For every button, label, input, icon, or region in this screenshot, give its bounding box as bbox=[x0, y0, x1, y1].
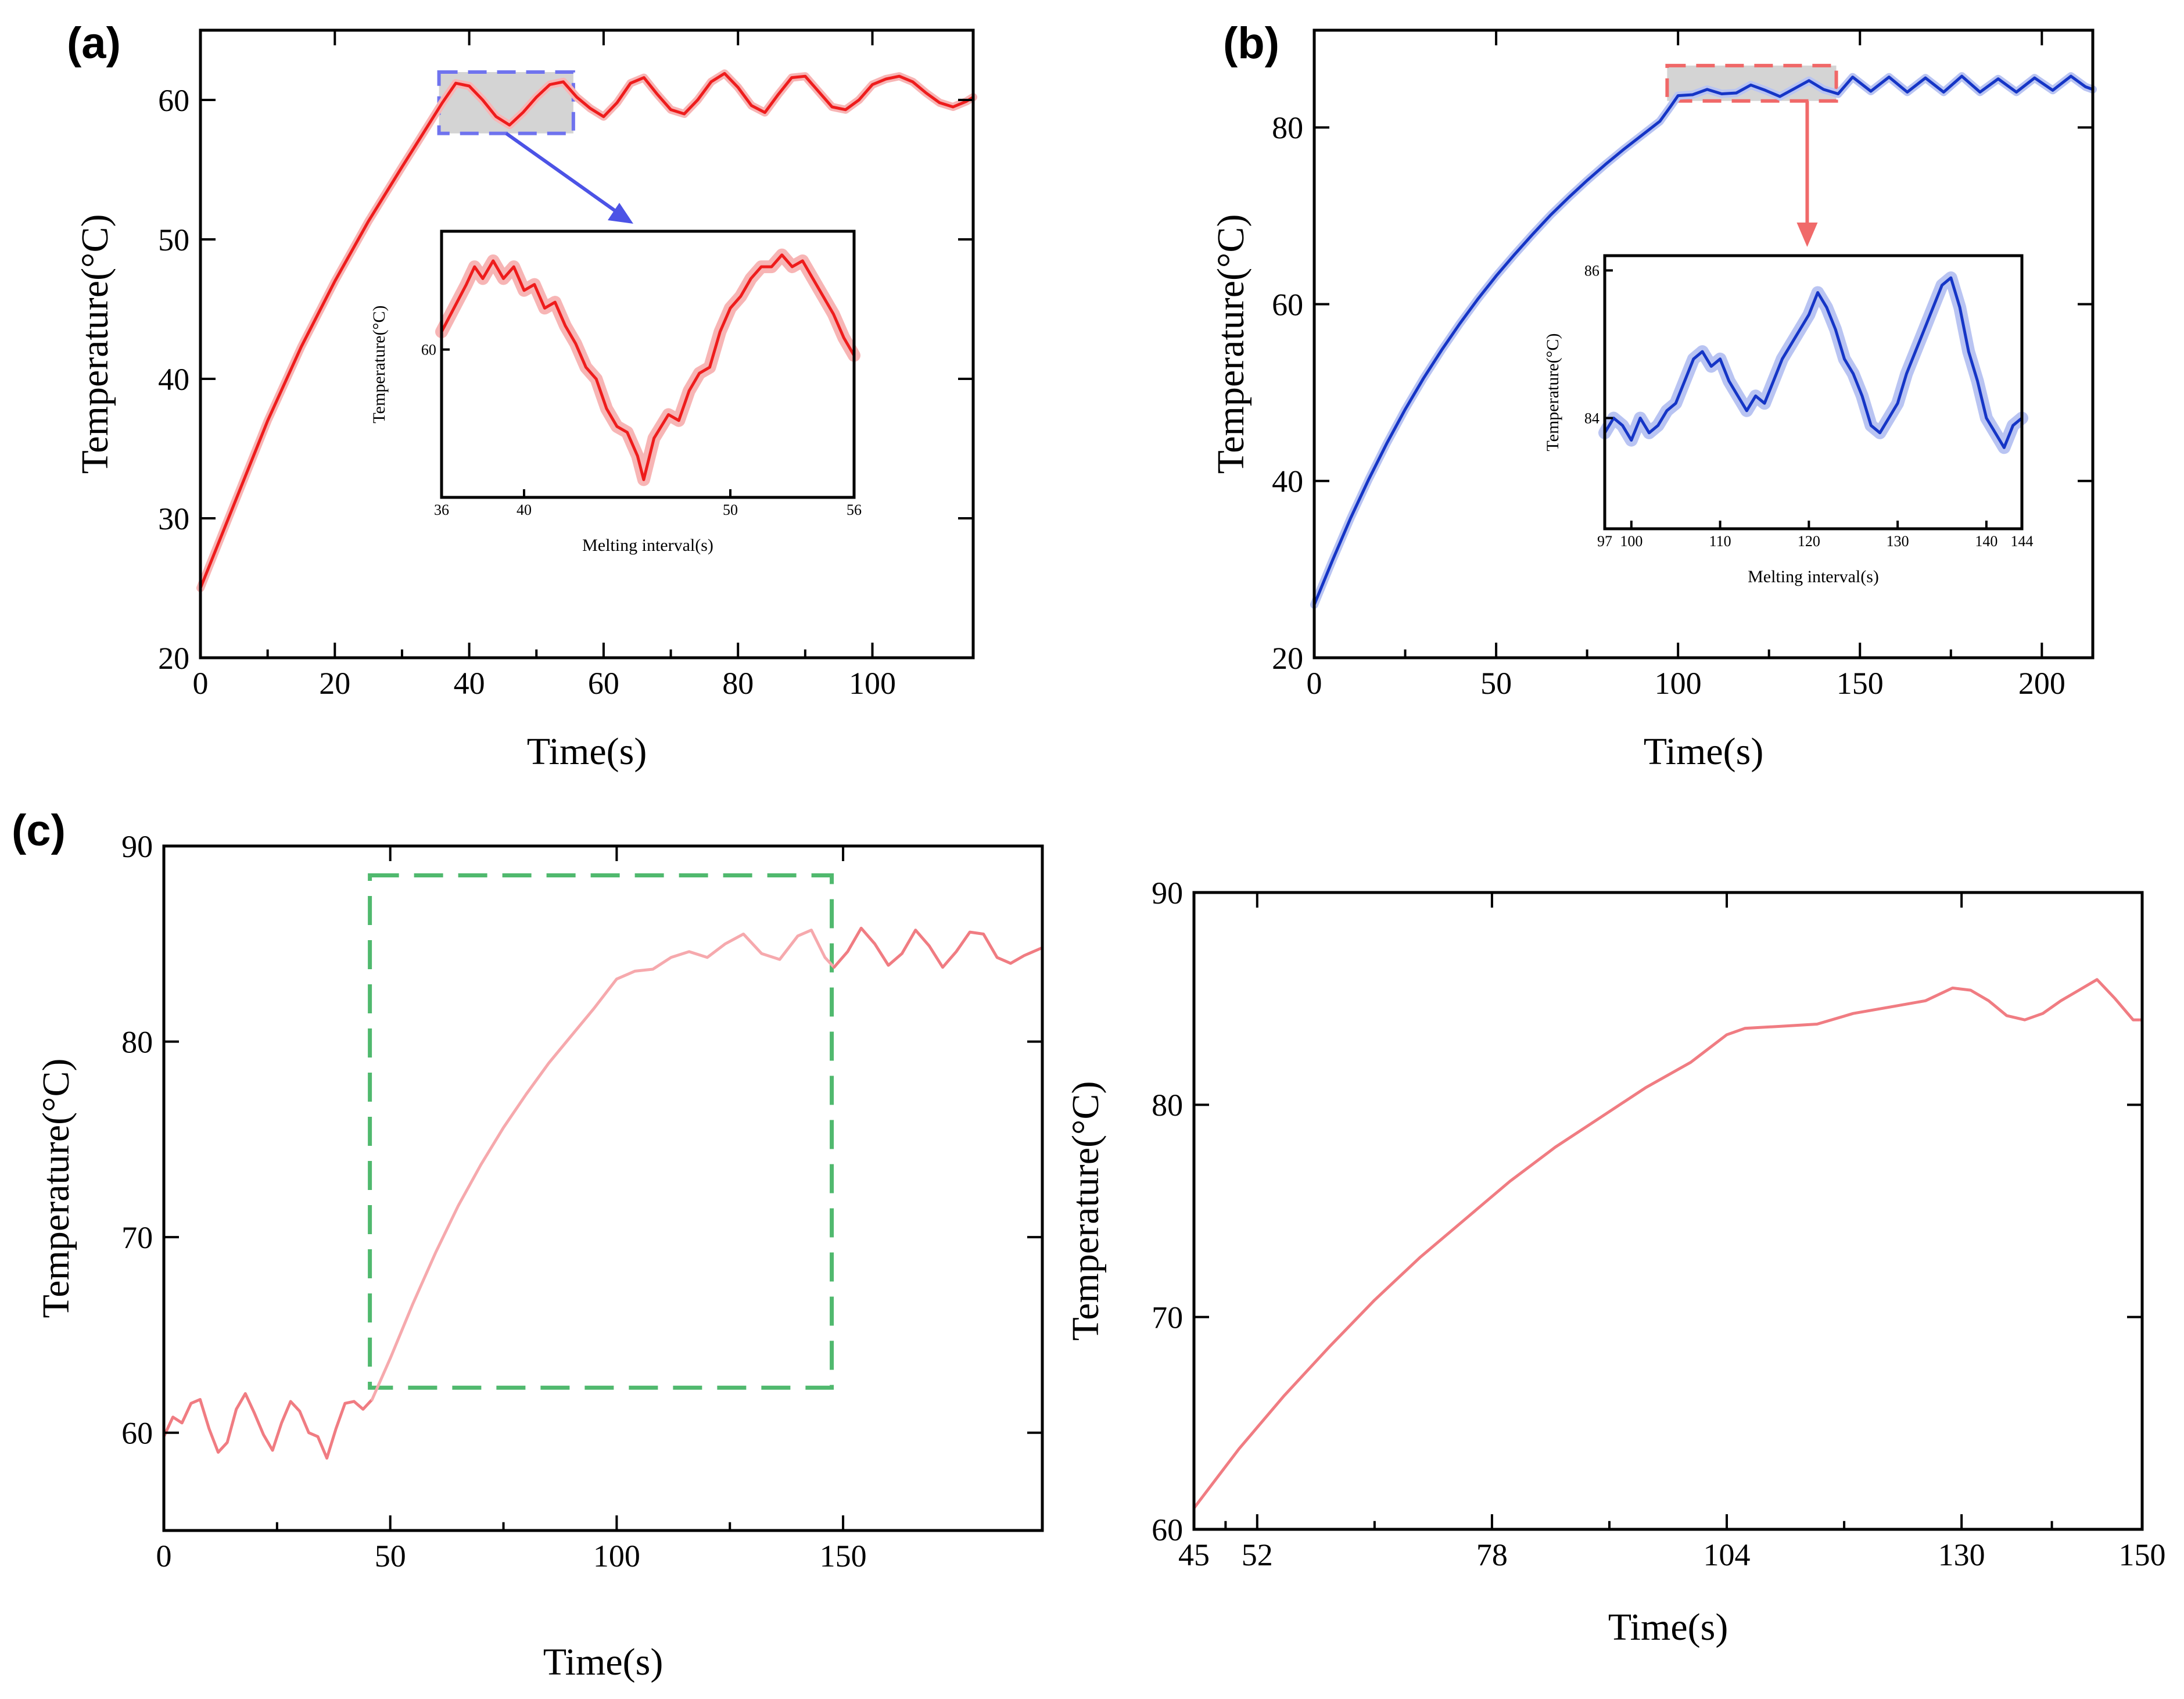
x-tick-label: 120 bbox=[1798, 533, 1820, 550]
y-tick-label: 70 bbox=[121, 1220, 153, 1255]
x-tick-label: 56 bbox=[847, 501, 862, 518]
x-axis-title: Time(s) bbox=[543, 1641, 664, 1683]
y-tick-label: 40 bbox=[1272, 464, 1303, 499]
plot-frame bbox=[1603, 254, 2024, 531]
series-line-1 bbox=[199, 71, 975, 590]
y-tick-label: 40 bbox=[158, 362, 189, 397]
x-tick-label: 130 bbox=[1938, 1537, 1985, 1572]
x-tick-label: 100 bbox=[593, 1539, 640, 1573]
chart-c-left: 0 50 100 150 60 70 80 90 Time(s) Temperature(°C) bbox=[35, 829, 1044, 1683]
x-tick-label: 60 bbox=[588, 666, 619, 701]
y-axis-title: Temperature(°C) bbox=[74, 214, 116, 474]
y-axis-title: Temperature(°C) bbox=[1064, 1081, 1107, 1341]
y-tick-label: 90 bbox=[1152, 876, 1183, 911]
x-tick-label: 40 bbox=[517, 501, 532, 518]
panel-label-b: (b) bbox=[1223, 19, 1279, 68]
x-tick-label: 150 bbox=[820, 1539, 867, 1573]
x-tick-label: 80 bbox=[722, 666, 754, 701]
series-line-1 bbox=[1603, 276, 2024, 449]
x-tick-label: 78 bbox=[1476, 1537, 1508, 1572]
y-tick-label: 60 bbox=[121, 1416, 153, 1451]
chart-a-inset: 36 40 50 56 60 Melting interval(s) Temperature… bbox=[370, 230, 862, 555]
x-axis-title: Melting interval(s) bbox=[1748, 567, 1879, 586]
series-line-1 bbox=[1192, 978, 2144, 1510]
arrow-a-head bbox=[608, 203, 633, 224]
panel-label-c: (c) bbox=[12, 806, 66, 855]
y-tick-label: 30 bbox=[158, 501, 189, 536]
arrow-a bbox=[505, 132, 626, 220]
x-tick-label: 45 bbox=[1178, 1537, 1210, 1572]
x-axis-title: Melting interval(s) bbox=[582, 536, 713, 555]
x-tick-label: 104 bbox=[1704, 1537, 1751, 1572]
plot-frame bbox=[162, 844, 1044, 1532]
x-tick-label: 100 bbox=[1655, 666, 1702, 701]
highlight-box bbox=[368, 873, 834, 1390]
x-tick-label: 200 bbox=[2018, 666, 2065, 701]
inset-connectors bbox=[505, 101, 1818, 247]
x-tick-label: 100 bbox=[1620, 533, 1643, 550]
panel-a: (a) 0 20 40 60 80 1002030405060Time(s)Tempera… bbox=[67, 19, 977, 773]
chart-c-right: 45 52 78 104 130 150 60 70 80 90 Time(s) Temperatur… bbox=[1064, 876, 2166, 1648]
y-tick-label: 70 bbox=[1152, 1300, 1183, 1335]
chart-b-inset: 97 100 110 120 130 140 144 84 86 Melting interval… bbox=[1543, 254, 2034, 586]
y-axis-title: Temperature(°C) bbox=[370, 305, 389, 423]
x-tick-label: 50 bbox=[375, 1539, 406, 1573]
series-line-1 bbox=[440, 253, 856, 481]
y-tick-label: 20 bbox=[1272, 641, 1303, 676]
y-tick-label: 60 bbox=[1152, 1512, 1183, 1547]
x-tick-label: 36 bbox=[434, 501, 449, 518]
x-tick-label: 40 bbox=[454, 666, 485, 701]
y-tick-label: 80 bbox=[1152, 1088, 1183, 1123]
x-tick-label: 140 bbox=[1975, 533, 1997, 550]
x-tick-label: 52 bbox=[1242, 1537, 1273, 1572]
x-axis-title: Time(s) bbox=[1608, 1606, 1728, 1648]
y-tick-label: 60 bbox=[421, 342, 436, 359]
y-tick-label: 60 bbox=[1272, 287, 1303, 322]
x-tick-label: 110 bbox=[1709, 533, 1731, 550]
plot-frame bbox=[440, 230, 856, 499]
x-tick-label: 0 bbox=[156, 1539, 172, 1573]
series-line-1 bbox=[1312, 74, 2095, 607]
x-tick-label: 100 bbox=[849, 666, 896, 701]
panel-c: (c) 0 50 100 150 60 70 80 90 Time(s) Temperature(… bbox=[12, 806, 2166, 1683]
plot-frame bbox=[1192, 891, 2144, 1531]
x-tick-label: 150 bbox=[1837, 666, 1884, 701]
y-tick-label: 50 bbox=[158, 223, 189, 257]
plot-frame bbox=[199, 28, 975, 659]
y-tick-label: 90 bbox=[121, 829, 153, 864]
panel-b: (b) 0 50 100 150 200 20 40 60 80 Time(s) Temperatu… bbox=[1210, 19, 2097, 773]
x-axis-title: Time(s) bbox=[527, 730, 647, 773]
chart-b-main: 0 50 100 150 200 20 40 60 80 Time(s) Temperature(°… bbox=[1210, 28, 2097, 773]
x-tick-label: 130 bbox=[1887, 533, 1909, 550]
x-tick-label: 144 bbox=[2011, 533, 2034, 550]
chart-a-main: 0 20 40 60 80 1002030405060Time(s)Temperature… bbox=[74, 28, 977, 773]
x-tick-label: 0 bbox=[1307, 666, 1322, 701]
y-axis-title: Temperature(°C) bbox=[1210, 214, 1252, 474]
arrow-b-head bbox=[1796, 223, 1818, 247]
x-axis-title: Time(s) bbox=[1644, 730, 1764, 773]
y-tick-label: 80 bbox=[1272, 110, 1303, 145]
series-line-1 bbox=[162, 1392, 374, 1460]
plot-frame bbox=[1312, 28, 2095, 659]
series-line-3 bbox=[833, 926, 1044, 969]
x-tick-label: 50 bbox=[1480, 666, 1512, 701]
y-tick-label: 80 bbox=[121, 1024, 153, 1059]
x-tick-label: 0 bbox=[193, 666, 209, 701]
x-tick-label: 20 bbox=[319, 666, 350, 701]
x-tick-label: 97 bbox=[1597, 533, 1612, 550]
x-tick-label: 50 bbox=[723, 501, 738, 518]
x-tick-label: 150 bbox=[2119, 1537, 2166, 1572]
y-axis-title: Temperature(°C) bbox=[35, 1059, 77, 1318]
y-tick-label: 86 bbox=[1584, 263, 1600, 279]
panel-label-a: (a) bbox=[67, 19, 121, 68]
y-tick-label: 60 bbox=[158, 83, 189, 118]
y-tick-label: 20 bbox=[158, 641, 189, 676]
y-axis-title: Temperature(°C) bbox=[1543, 333, 1562, 451]
series-line-2 bbox=[371, 929, 835, 1401]
y-tick-label: 84 bbox=[1584, 410, 1600, 427]
